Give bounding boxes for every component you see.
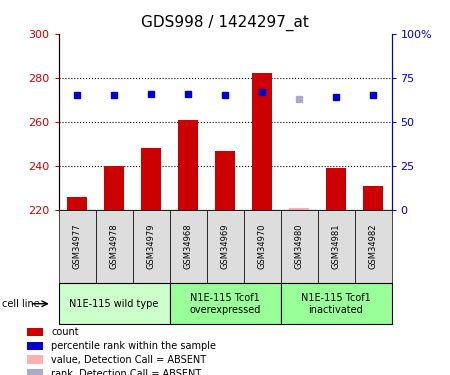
Text: GSM34970: GSM34970 (257, 224, 266, 269)
Text: GSM34977: GSM34977 (72, 224, 81, 269)
Bar (27, 328, 43, 336)
Text: value, Detection Call = ABSENT: value, Detection Call = ABSENT (51, 355, 207, 365)
Bar (27, 342, 43, 350)
Bar (27, 356, 43, 364)
Bar (178, 120, 198, 210)
Bar (104, 166, 124, 210)
Bar (363, 186, 383, 210)
Bar (141, 148, 161, 210)
Text: N1E-115 wild type: N1E-115 wild type (69, 299, 159, 309)
Text: GSM34978: GSM34978 (109, 224, 118, 269)
Bar (27, 369, 43, 375)
Text: N1E-115 Tcof1
overexpressed: N1E-115 Tcof1 overexpressed (189, 293, 261, 315)
Text: GSM34980: GSM34980 (294, 224, 303, 269)
Text: GSM34968: GSM34968 (184, 224, 193, 269)
Bar (252, 74, 272, 210)
Text: count: count (51, 327, 79, 337)
Text: cell line: cell line (2, 299, 40, 309)
Text: GSM34969: GSM34969 (220, 224, 230, 269)
Title: GDS998 / 1424297_at: GDS998 / 1424297_at (141, 15, 309, 31)
Text: percentile rank within the sample: percentile rank within the sample (51, 341, 216, 351)
Bar (326, 168, 346, 210)
Text: GSM34981: GSM34981 (332, 224, 341, 269)
Text: N1E-115 Tcof1
inactivated: N1E-115 Tcof1 inactivated (301, 293, 371, 315)
Bar (67, 197, 87, 210)
Bar (289, 208, 309, 210)
Bar (215, 150, 235, 210)
Text: GSM34982: GSM34982 (369, 224, 378, 269)
Text: rank, Detection Call = ABSENT: rank, Detection Call = ABSENT (51, 369, 202, 375)
Text: GSM34979: GSM34979 (147, 224, 156, 269)
